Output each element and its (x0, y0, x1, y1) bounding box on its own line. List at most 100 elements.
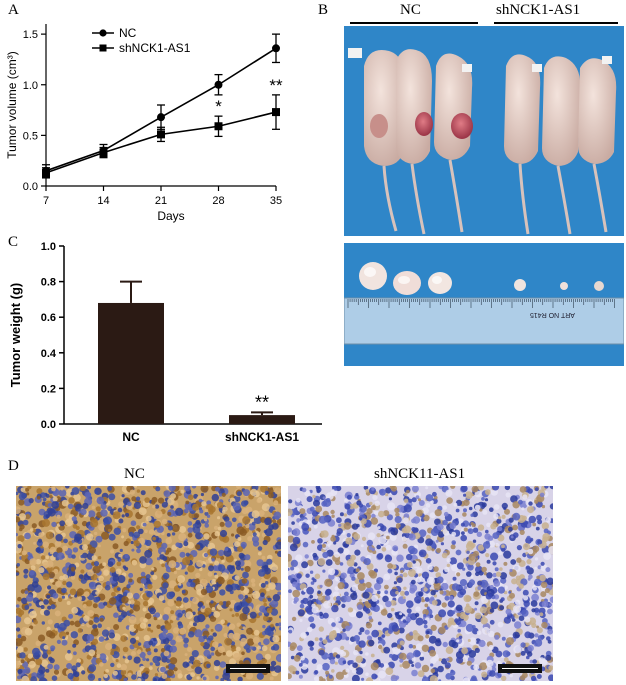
cell (17, 634, 22, 639)
cell (219, 529, 228, 538)
cell (220, 619, 225, 625)
cell (535, 526, 540, 531)
cell (522, 494, 528, 500)
cell (463, 499, 470, 506)
cell (147, 623, 152, 627)
cell (299, 603, 305, 609)
cell (196, 676, 200, 680)
ihc-label-sh: shNCK11-AS1 (374, 466, 466, 482)
cell (321, 543, 327, 548)
cell (386, 535, 390, 540)
cell (16, 563, 20, 567)
cell (518, 583, 524, 589)
cell (278, 622, 281, 627)
cell (123, 677, 128, 681)
cell (151, 496, 158, 503)
cell (370, 517, 379, 525)
cell (144, 497, 150, 503)
cell (261, 503, 270, 512)
cell (161, 542, 168, 549)
cell (279, 615, 281, 619)
cell (229, 570, 234, 574)
cell (182, 557, 191, 566)
cell (441, 602, 447, 608)
cell (274, 665, 281, 673)
cell (273, 511, 281, 520)
cell (46, 630, 53, 638)
cell (249, 611, 257, 619)
cell (306, 626, 313, 633)
cell (16, 491, 19, 496)
cell (435, 639, 442, 647)
cell (311, 658, 317, 664)
cell (17, 646, 24, 653)
cell (399, 612, 403, 616)
cell (82, 604, 87, 608)
cell (153, 637, 157, 642)
cell (24, 627, 33, 636)
cell (479, 662, 488, 671)
cell (299, 618, 303, 622)
cell (82, 502, 89, 509)
cell (391, 486, 397, 492)
cell (50, 645, 56, 651)
cell (334, 487, 338, 491)
cell (245, 582, 249, 586)
cell (290, 566, 295, 571)
cell (250, 488, 258, 496)
cell (459, 588, 467, 596)
bar-2 (229, 415, 295, 424)
cell (142, 657, 146, 661)
cell (540, 581, 548, 588)
cell (522, 543, 531, 551)
cell (322, 551, 329, 559)
cell (426, 545, 432, 551)
cell (417, 635, 424, 642)
cell (264, 528, 273, 537)
cell (80, 486, 86, 492)
cell (172, 627, 180, 634)
cell (328, 568, 336, 576)
cell (184, 653, 188, 657)
cell (145, 574, 151, 580)
cell (122, 565, 127, 569)
cell (456, 639, 460, 643)
cell (322, 612, 329, 619)
cell (402, 543, 408, 549)
cell (423, 624, 428, 629)
cell (175, 600, 182, 607)
legend-label: shNCK1-AS1 (119, 41, 191, 55)
panel-label-a: A (8, 2, 19, 18)
cell (16, 627, 21, 632)
mice-photo (344, 26, 624, 236)
cell (408, 644, 413, 649)
cell (309, 506, 315, 512)
cell (51, 501, 60, 509)
cell (23, 574, 28, 579)
cell (493, 504, 500, 510)
cell (290, 642, 297, 650)
cell (77, 596, 83, 601)
cell (204, 523, 209, 528)
cell (116, 663, 122, 668)
cell (266, 607, 273, 614)
cell (235, 560, 241, 567)
cell (177, 575, 186, 584)
cell (415, 606, 421, 612)
cell (534, 578, 542, 587)
cell (421, 664, 430, 673)
cell (273, 500, 279, 506)
cell (27, 552, 31, 556)
cell (446, 558, 451, 563)
cell (373, 510, 379, 516)
cell (292, 581, 298, 588)
cell (270, 599, 279, 608)
cell (133, 540, 140, 547)
cell (229, 608, 233, 612)
cell (140, 571, 146, 577)
cell (143, 634, 150, 642)
cell (506, 615, 511, 620)
cell (536, 575, 540, 580)
cell (139, 651, 146, 658)
cell (355, 568, 360, 573)
